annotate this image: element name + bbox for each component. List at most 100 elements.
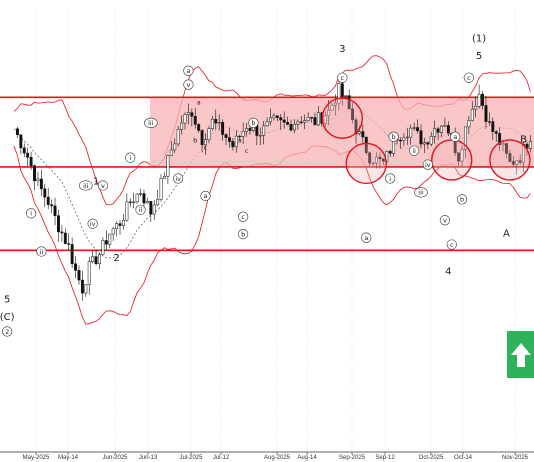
- circled-label-ring: [422, 159, 433, 170]
- circled-label-ring: [248, 117, 259, 128]
- candle-body: [286, 122, 290, 125]
- candle-body: [337, 83, 341, 104]
- candle-body: [334, 102, 337, 106]
- candle-body: [515, 160, 519, 165]
- circled-label-ring: [337, 72, 348, 83]
- small-wave-label: b: [193, 137, 197, 145]
- candle-body: [238, 135, 242, 138]
- candle-body: [166, 155, 170, 177]
- candle-body: [115, 223, 119, 230]
- circled-label: b: [392, 133, 396, 141]
- circled-label-ring: [173, 173, 184, 184]
- candle-body: [501, 143, 505, 146]
- circled-label-ring: [200, 190, 211, 201]
- price-channel: [0, 96, 534, 252]
- candle-body: [15, 128, 19, 136]
- candle-body: [361, 131, 365, 138]
- candle-body: [422, 142, 426, 145]
- candle-body: [94, 256, 98, 264]
- circled-label-ring: [238, 211, 249, 222]
- circled-label-ring: [25, 208, 37, 219]
- circled-label-ring: [87, 218, 98, 229]
- candle-body: [327, 109, 331, 117]
- candle-body: [303, 120, 307, 123]
- circled-label: a: [453, 133, 457, 141]
- circled-label: ii: [139, 206, 143, 214]
- circled-label: ii: [412, 147, 416, 155]
- candle-body: [142, 193, 146, 204]
- circled-label-ring: [385, 173, 396, 184]
- candle-body: [440, 125, 443, 133]
- candle-body: [26, 152, 30, 158]
- candle-body: [145, 201, 149, 204]
- candle-body: [36, 178, 40, 182]
- circled-label: iv: [175, 175, 181, 183]
- circled-label: a: [186, 67, 190, 75]
- candle-body: [217, 122, 221, 124]
- candle-body: [433, 128, 437, 137]
- circled-label: c: [341, 74, 345, 82]
- small-wave-label: a: [197, 98, 201, 106]
- small-wave-label: c: [245, 147, 249, 155]
- candle-body: [402, 137, 406, 141]
- candle-body: [487, 121, 491, 123]
- circled-label: iv: [425, 161, 431, 169]
- candle-body: [33, 165, 36, 182]
- circled-label: i: [30, 210, 32, 218]
- wave-label: 5: [476, 51, 482, 62]
- circled-label-ring: [439, 215, 451, 226]
- candle-body: [104, 240, 108, 245]
- x-tick-label: Nov-2025: [502, 455, 529, 461]
- candle-body: [121, 219, 125, 226]
- circled-label: b: [241, 230, 245, 238]
- candle-body: [163, 176, 166, 179]
- candle-body: [446, 125, 450, 134]
- circled-label-ring: [463, 72, 474, 83]
- circled-label: v: [443, 217, 447, 225]
- candle-body: [43, 188, 47, 198]
- candle-body: [292, 123, 296, 131]
- candle-body: [272, 115, 276, 119]
- circled-label: c: [450, 241, 454, 249]
- x-tick-label: Oct-2025: [419, 455, 444, 461]
- circled-label: iii: [148, 119, 154, 127]
- candle-body: [388, 151, 392, 154]
- candle-body: [193, 116, 197, 125]
- candle-body: [477, 93, 481, 107]
- candle-body: [29, 157, 33, 166]
- candle-body: [152, 204, 156, 215]
- candle-body: [156, 199, 160, 206]
- x-tick-label: May-2025: [23, 455, 50, 461]
- candle-body: [498, 133, 502, 146]
- candle-body: [347, 95, 351, 110]
- x-tick-label: Sep-2025: [339, 455, 366, 461]
- candle-body: [22, 147, 26, 154]
- x-tick-label: Sep-12: [375, 455, 395, 461]
- x-axis: May-2025 May-14 Jun-2025 Jun-13 Jul-2025 Jul-…: [0, 451, 534, 461]
- candle-body: [289, 124, 293, 131]
- wave-label: 4: [445, 267, 451, 278]
- candle-body: [371, 162, 375, 165]
- candle-body: [416, 127, 420, 132]
- candle-body: [159, 178, 163, 200]
- candle-body: [77, 270, 81, 281]
- candle-body: [60, 231, 64, 234]
- circled-label-ring: [36, 246, 47, 257]
- candle-body: [207, 128, 211, 140]
- candle-body: [46, 196, 50, 205]
- candle-body: [419, 130, 423, 145]
- candle-body: [381, 158, 385, 162]
- wave-label: 2: [113, 253, 119, 264]
- circled-label: c: [241, 213, 245, 221]
- wave-label: B: [520, 135, 527, 146]
- candle-body: [443, 125, 447, 127]
- candle-body: [491, 121, 495, 132]
- candle-body: [508, 153, 512, 162]
- circled-label: a: [364, 234, 368, 242]
- circled-label-ring: [125, 152, 136, 163]
- candle-body: [474, 106, 478, 110]
- candle-body: [39, 178, 43, 190]
- candle-body: [399, 139, 402, 142]
- circled-label: iii: [418, 189, 424, 197]
- candle-body: [409, 127, 413, 138]
